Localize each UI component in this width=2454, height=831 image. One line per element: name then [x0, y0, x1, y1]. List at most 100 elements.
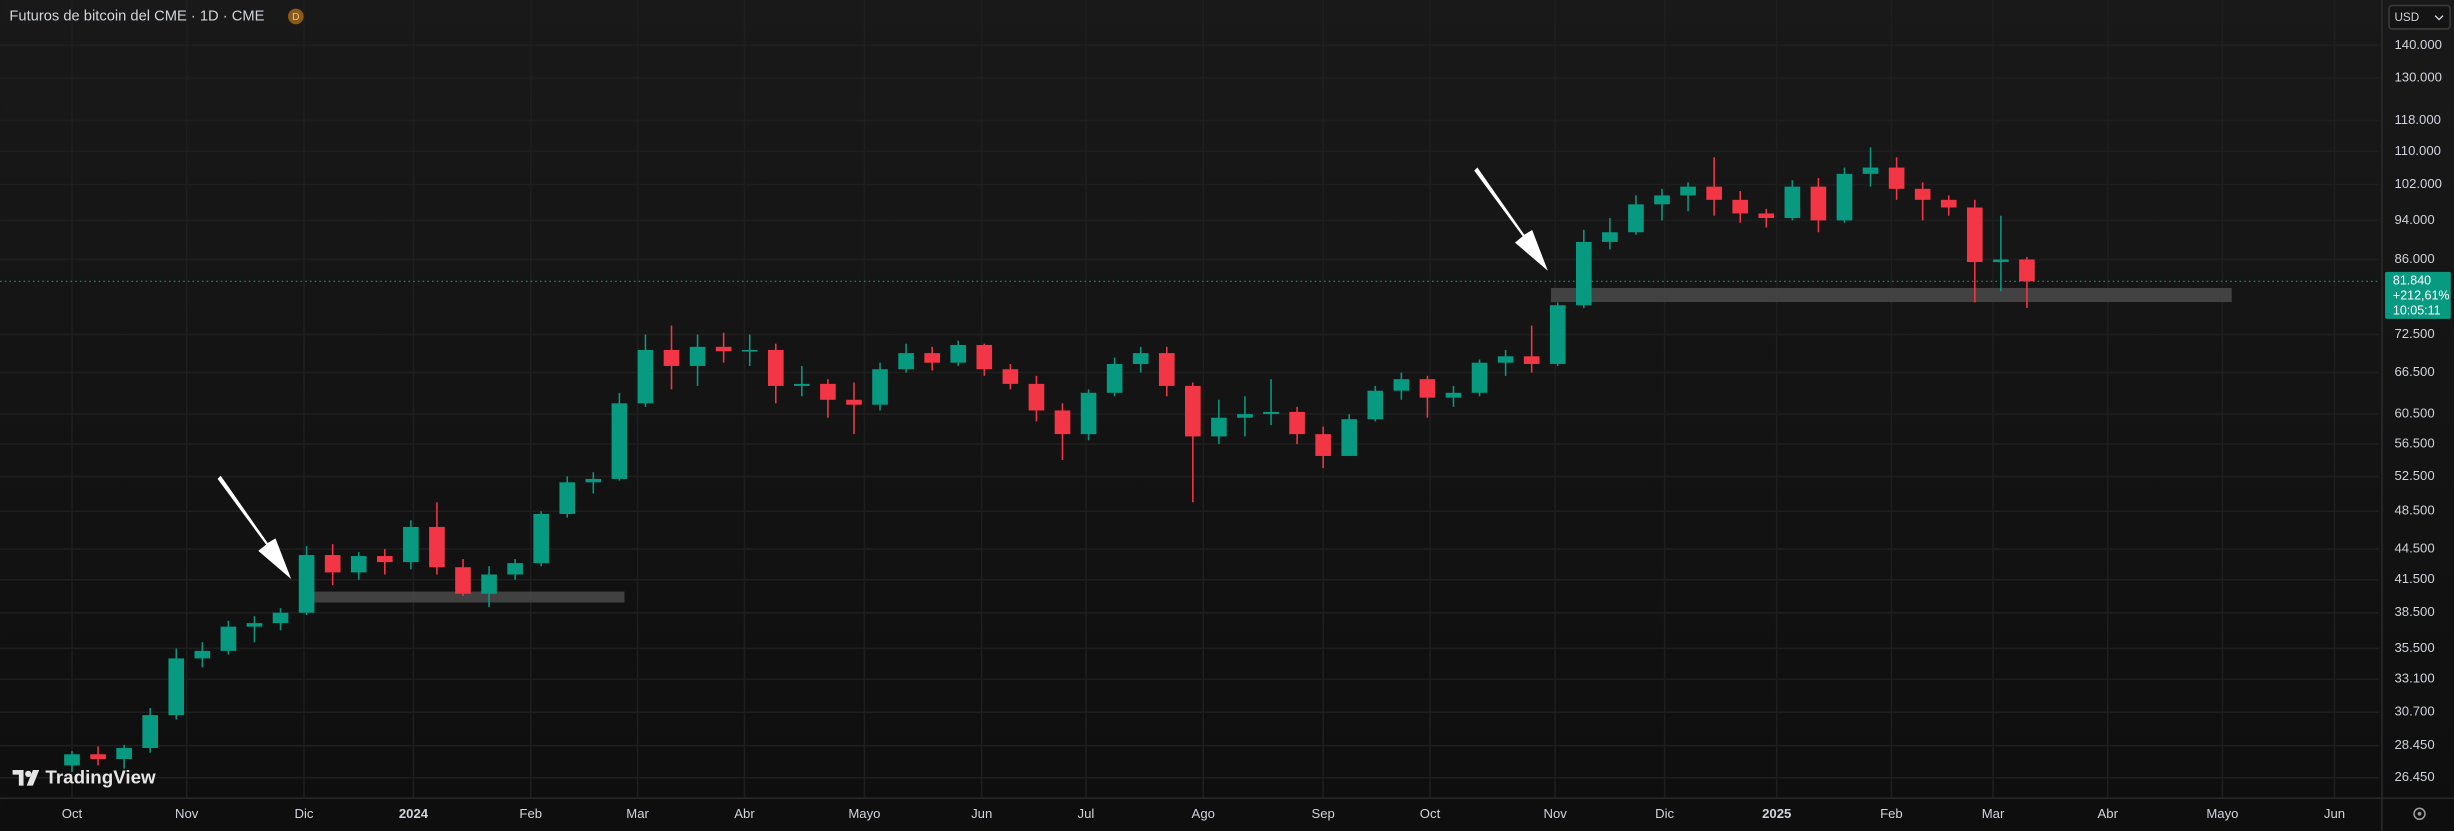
candle-body [1445, 392, 1462, 398]
candle-body [1132, 353, 1149, 364]
candle-body [1628, 204, 1644, 233]
candle-body [90, 754, 106, 760]
candle-body [611, 403, 628, 479]
x-tick-label: Feb [519, 806, 542, 821]
x-tick-label: Oct [62, 806, 83, 821]
candle-body [1862, 167, 1879, 174]
currency[interactable]: USD [2394, 11, 2419, 24]
candle-body [403, 526, 419, 563]
candle-body [1966, 207, 1983, 263]
candle-body [1602, 232, 1618, 242]
candle-body [194, 650, 211, 659]
support-zone [1550, 287, 2232, 303]
candle-body [1706, 186, 1722, 200]
y-tick-label: 38.500 [2394, 604, 2434, 619]
x-tick-label: 2025 [1762, 806, 1791, 821]
candle-body [324, 555, 341, 573]
y-tick-label: 118.000 [2394, 112, 2440, 127]
y-tick-label: 60.500 [2394, 406, 2434, 421]
candle-body [1680, 186, 1696, 196]
candle-body [1732, 199, 1749, 214]
candle-body [585, 478, 602, 483]
candle-body [1914, 188, 1931, 200]
candle-body [1315, 434, 1331, 456]
grid [0, 0, 2379, 798]
candle-body [272, 612, 289, 624]
candle-body [689, 346, 706, 366]
candle-body [1341, 419, 1358, 456]
x-tick-label: Nov [175, 806, 199, 821]
x-tick-label: Feb [1880, 806, 1903, 821]
logo: TradingView [12, 767, 156, 788]
candle-body [1888, 167, 1905, 189]
x-tick-label: Nov [1543, 806, 1567, 821]
candle-body [1810, 186, 1827, 221]
candle-body [168, 658, 185, 716]
candle-body [1185, 385, 1201, 437]
x-tick-label: Abr [734, 806, 755, 821]
y-tick-label: 140.000 [2394, 37, 2441, 52]
candle-body [1575, 241, 1592, 306]
candle-body [1784, 186, 1801, 219]
x-tick-label: Mayo [848, 806, 880, 821]
candle-body [820, 383, 836, 400]
candle-body [376, 556, 393, 563]
x-tick-label: Oct [1420, 806, 1441, 821]
settings-icon[interactable] [2413, 807, 2426, 821]
candle-body [1993, 259, 2009, 263]
y-tick-label: 41.500 [2394, 571, 2434, 586]
y-tick-label: 30.700 [2394, 704, 2434, 719]
change-label: +212,61% [2393, 288, 2450, 302]
support-zone [300, 591, 625, 603]
axes: 26.450 28.450 30.700 33.100 35.500 38.500 41.5… [62, 37, 2451, 821]
x-tick-label: Mar [626, 806, 649, 821]
candle-body [455, 567, 471, 594]
candle-body [1054, 410, 1071, 435]
y-tick-label: 33.100 [2394, 671, 2434, 686]
candle-body [246, 623, 263, 627]
x-tick-label: Sep [1311, 806, 1334, 821]
candle-body [741, 349, 758, 352]
candle-body [663, 349, 680, 366]
candle-body [507, 563, 523, 575]
candle-body [1758, 213, 1775, 219]
candle-body [1393, 379, 1410, 391]
price-label-box [2385, 271, 2451, 319]
candle-body [1002, 369, 1019, 384]
candle-body [924, 353, 940, 363]
candle-body [1263, 411, 1279, 415]
candle-body [64, 754, 80, 766]
x-tick-label: Mar [1982, 806, 2005, 821]
candle-body [1419, 379, 1436, 398]
x-tick-label: Dic [295, 806, 314, 821]
y-tick-label: 72.500 [2394, 326, 2434, 341]
y-tick-label: 26.450 [2394, 769, 2434, 784]
candle-body [533, 513, 550, 564]
y-tick-label: 56.500 [2394, 436, 2434, 451]
candle-body [898, 353, 914, 370]
y-tick-label: 44.500 [2394, 541, 2434, 556]
y-tick-label: 86.000 [2394, 251, 2434, 266]
candle-body [1237, 414, 1253, 418]
x-tick-label: Ago [1192, 806, 1215, 821]
candle-body [767, 349, 784, 386]
x-tick-label: Mayo [2206, 806, 2238, 821]
candle-body [481, 574, 497, 594]
chart-title: Futuros de bitcoin del CME · 1D · CME [9, 8, 264, 24]
candle-body [872, 369, 888, 405]
x-tick-label: Jun [971, 806, 992, 821]
candle-body [846, 399, 862, 405]
y-tick-label: 28.450 [2394, 737, 2434, 752]
y-tick-label: 48.500 [2394, 503, 2434, 518]
x-tick-label: Dic [1655, 806, 1674, 821]
candles [0, 147, 2379, 772]
y-tick-label: 52.500 [2394, 468, 2434, 483]
currency-select[interactable] [2388, 4, 2451, 30]
candle-body [2019, 259, 2035, 282]
badge: D [292, 12, 299, 23]
candle-body [298, 555, 315, 613]
candle-body [1211, 417, 1227, 437]
arrow [217, 475, 292, 580]
price-label: 81.840 [2393, 274, 2431, 288]
